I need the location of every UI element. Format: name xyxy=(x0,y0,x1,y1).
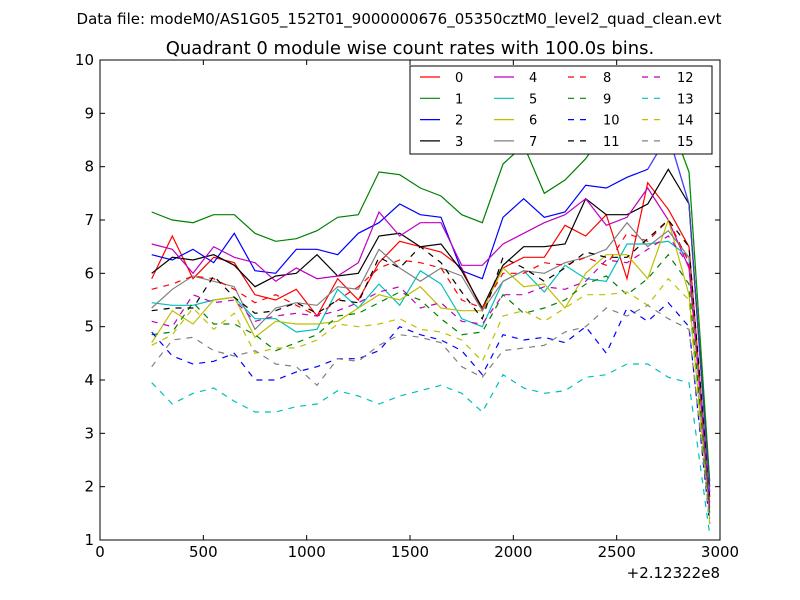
suptitle: Data file: modeM0/AS1G05_152T01_90000006… xyxy=(77,10,722,29)
legend-frame xyxy=(409,65,713,155)
legend-label-11: 11 xyxy=(603,135,620,150)
legend-label-9: 9 xyxy=(603,92,611,107)
x-tick-label: 2000 xyxy=(494,543,532,561)
series-line-15 xyxy=(151,304,711,519)
legend-label-4: 4 xyxy=(529,71,537,86)
series-line-13 xyxy=(151,363,711,535)
legend-label-1: 1 xyxy=(455,92,463,107)
y-tick-label: 10 xyxy=(75,51,94,69)
legend-label-8: 8 xyxy=(603,71,611,86)
series-line-12 xyxy=(151,235,711,509)
legend-label-0: 0 xyxy=(455,71,463,86)
y-tick-label: 5 xyxy=(84,318,94,336)
series-line-11 xyxy=(151,219,711,498)
x-tick-label: 500 xyxy=(189,543,218,561)
series-line-3 xyxy=(151,168,711,487)
legend-label-5: 5 xyxy=(529,92,537,107)
legend-label-14: 14 xyxy=(677,114,694,129)
legend-label-3: 3 xyxy=(455,135,463,150)
y-tick-label: 3 xyxy=(84,424,94,442)
y-tick-label: 2 xyxy=(84,478,94,496)
y-tick-label: 7 xyxy=(84,211,94,229)
legend-label-7: 7 xyxy=(529,135,537,150)
series-line-6 xyxy=(151,217,711,519)
y-tick-label: 6 xyxy=(84,264,94,282)
chart-title: Quadrant 0 module wise count rates with … xyxy=(166,38,655,59)
x-tick-label: 1500 xyxy=(391,543,429,561)
series-line-0 xyxy=(151,181,711,503)
series-line-8 xyxy=(151,218,711,503)
y-tick-label: 4 xyxy=(84,371,94,389)
legend-label-12: 12 xyxy=(677,71,694,86)
legend-label-10: 10 xyxy=(603,114,620,129)
y-tick-label: 1 xyxy=(84,531,94,549)
legend-label-15: 15 xyxy=(677,135,694,150)
legend-label-6: 6 xyxy=(529,114,537,129)
series-line-10 xyxy=(151,301,711,525)
series-line-4 xyxy=(151,186,711,498)
series-line-2 xyxy=(151,133,711,493)
x-tick-label: 3000 xyxy=(701,543,739,561)
legend-label-13: 13 xyxy=(677,92,694,107)
y-tick-label: 9 xyxy=(84,104,94,122)
x-offset-label: +2.12322e8 xyxy=(627,564,720,582)
x-tick-label: 0 xyxy=(95,543,105,561)
series-line-9 xyxy=(151,253,711,514)
y-tick-label: 8 xyxy=(84,158,94,176)
legend-label-2: 2 xyxy=(455,114,463,129)
x-tick-label: 2500 xyxy=(598,543,636,561)
x-tick-label: 1000 xyxy=(288,543,326,561)
series-line-7 xyxy=(151,221,711,509)
series-line-14 xyxy=(151,277,711,525)
